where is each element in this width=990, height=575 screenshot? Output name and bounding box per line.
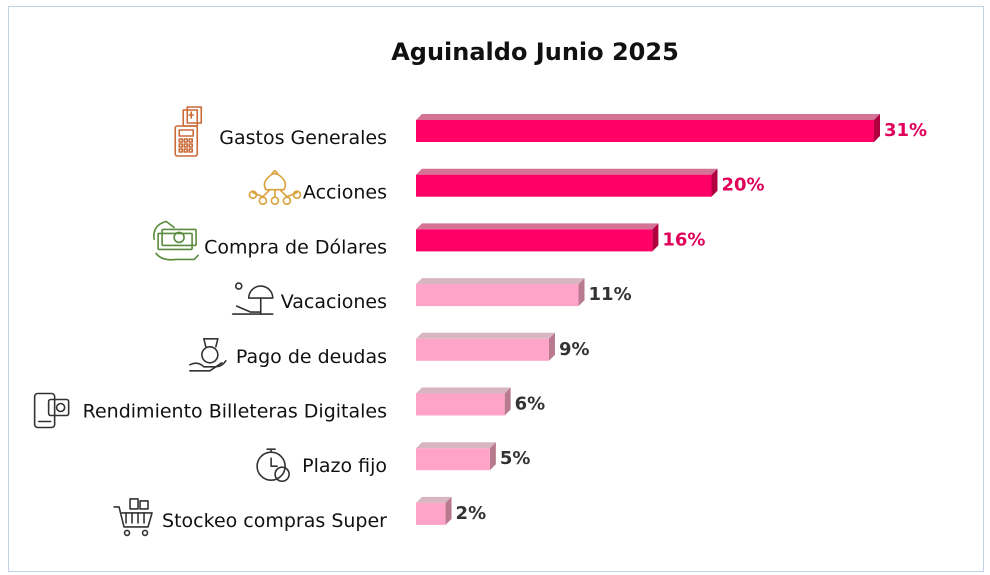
bar: [416, 284, 579, 307]
category-label: Pago de deudas: [236, 346, 387, 368]
bar-side: [445, 496, 452, 525]
bar: [416, 229, 653, 252]
category-label: Compra de Dólares: [204, 236, 387, 258]
bar-top: [416, 332, 555, 339]
chart-rows: 31% Gastos Generales 20% Acciones 16% Compra …: [33, 106, 927, 537]
data-label: 6%: [515, 394, 546, 415]
data-label: 11%: [589, 284, 632, 305]
bar-side: [489, 442, 496, 471]
data-label: 31%: [884, 120, 927, 141]
data-label: 16%: [662, 229, 705, 250]
bar-side: [548, 332, 555, 361]
bar-row: 31% Gastos Generales: [174, 106, 927, 157]
bar-top: [416, 496, 452, 503]
bar-row: 11% Vacaciones: [231, 278, 632, 315]
bar: [416, 448, 490, 471]
category-label: Rendimiento Billeteras Digitales: [83, 401, 387, 423]
category-label: Gastos Generales: [219, 127, 387, 149]
category-label: Acciones: [303, 182, 387, 204]
bar-top: [416, 387, 511, 394]
bar-row: 16% Compra de Dólares: [153, 220, 705, 261]
bar-side: [711, 168, 718, 197]
category-label: Stockeo compras Super: [162, 510, 387, 532]
bar-row: 6% Rendimiento Billeteras Digitales: [33, 387, 546, 429]
bar-top: [416, 114, 880, 120]
shopping-cart-icon: [113, 498, 153, 537]
data-label: 2%: [456, 503, 487, 524]
bar-side: [652, 223, 659, 252]
bar: [416, 338, 549, 361]
bar-side: [874, 114, 880, 142]
data-label: 5%: [500, 448, 531, 469]
data-label: 9%: [559, 339, 590, 360]
bar-top: [416, 278, 585, 285]
data-label: 20%: [721, 175, 764, 196]
bar: [416, 393, 505, 416]
bar-row: 20% Acciones: [248, 168, 765, 205]
money-bag-network-icon: [248, 169, 302, 205]
stopwatch-dollar-icon: [256, 448, 290, 483]
bar: [416, 174, 712, 197]
bar-row: 5% Plazo fijo: [256, 442, 531, 483]
chart-title: Aguinaldo Junio 2025: [391, 38, 679, 66]
bar-row: 2% Stockeo compras Super: [113, 496, 487, 537]
calculator-money-icon: [174, 106, 203, 157]
dollar-bills-hand-icon: [153, 220, 199, 261]
bar-row: 9% Pago de deudas: [189, 332, 590, 372]
beach-umbrella-icon: [231, 282, 274, 315]
bar-top: [416, 223, 659, 230]
bar-side: [504, 387, 511, 416]
digital-wallet-icon: [33, 392, 70, 429]
category-label: Plazo fijo: [302, 455, 387, 477]
bar-top: [416, 442, 496, 449]
bar: [416, 502, 446, 525]
bar-top: [416, 168, 718, 175]
category-label: Vacaciones: [281, 291, 387, 313]
bar: [416, 120, 874, 142]
bar-side: [578, 278, 585, 307]
debt-hand-icon: [189, 337, 227, 372]
